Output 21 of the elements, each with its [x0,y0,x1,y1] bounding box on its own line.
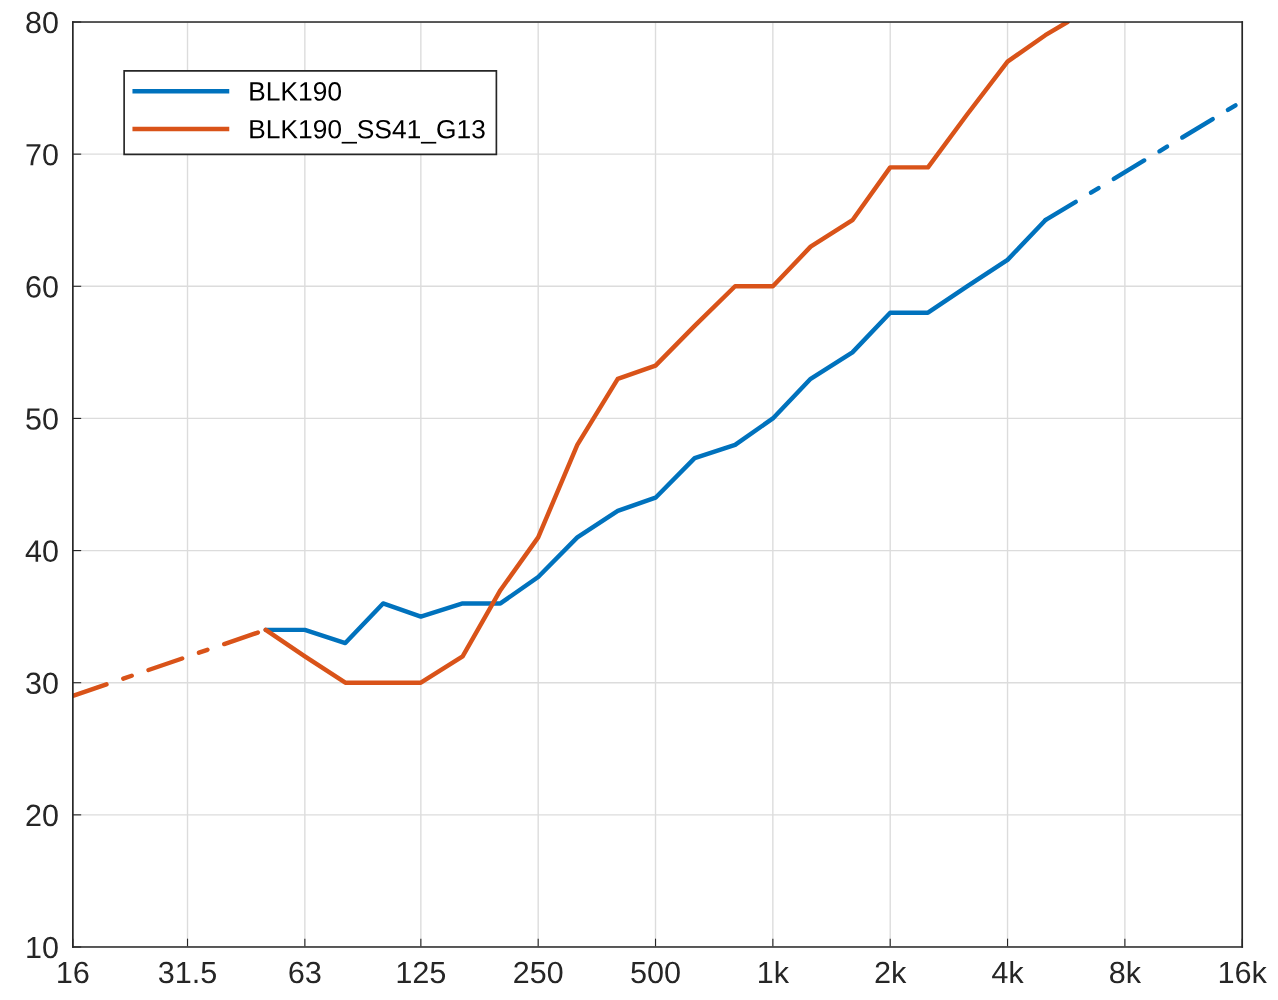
x-tick-label: 2k [875,960,907,984]
y-tick-label: 40 [25,540,58,562]
y-tick-label: 60 [26,276,58,298]
y-tick-label: 70 [26,143,58,166]
y-tick-label: 10 [27,936,58,959]
legend-label: BLK190_SS41_G13 [250,119,485,144]
x-tick-label: 16 [58,961,89,984]
y-tick-label: 80 [26,11,58,34]
x-tick-label: 1k [759,960,790,984]
y-tick-label: 50 [26,408,58,430]
x-tick-label: 500 [631,961,680,984]
legend-label: BLK190 [250,82,342,101]
x-tick-label: 63 [289,961,321,984]
x-tick-label: 250 [514,961,563,984]
x-tick-label: 4k [992,960,1024,984]
y-tick-label: 30 [26,672,58,695]
x-tick-label: 31.5 [158,961,216,984]
x-tick-label: 125 [397,961,446,984]
y-tick-label: 20 [26,804,58,827]
x-tick-label: 8k [1110,960,1142,984]
x-tick-label: 16k [1219,960,1267,984]
